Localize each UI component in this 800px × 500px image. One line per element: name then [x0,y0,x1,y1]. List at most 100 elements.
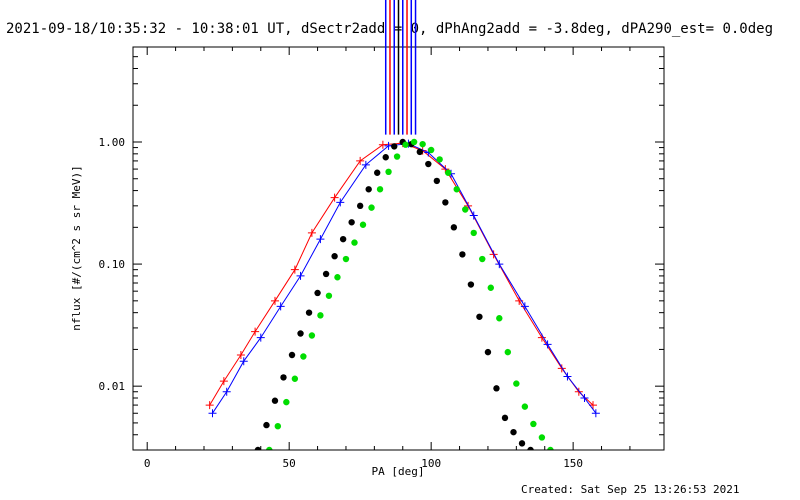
fit-point [538,434,546,441]
data-point [356,156,365,165]
fit-point [322,270,330,278]
data-point [222,387,231,396]
y-tick-label: 0.01 [99,380,126,393]
fit-point [442,199,449,206]
fit-point [476,313,483,320]
fit-point [433,177,441,185]
data-point [307,228,316,237]
fit-point [462,206,469,213]
created-timestamp: Created: Sat Sep 25 13:26:53 2021 [521,483,740,496]
fit-point [393,153,401,160]
y-tick-label: 0.10 [99,258,126,271]
data-point [580,393,589,402]
data-point [591,409,600,418]
data-point [296,271,305,280]
data-point [520,302,529,311]
data-point [574,387,583,396]
fit-point [385,168,392,176]
series-line [209,142,594,406]
fit-point [436,156,443,163]
fit-point [459,251,466,258]
fit-point [425,160,432,168]
data-point [489,250,498,259]
data-point [239,357,248,366]
fit-point [419,140,426,148]
series-0 [205,139,598,410]
fit-point [376,186,384,193]
fit-point [547,446,554,450]
data-point [219,377,228,386]
data-point [469,211,478,220]
data-point [330,193,339,202]
fit-point [493,385,500,392]
fit-point [317,312,324,319]
data-point [378,140,387,149]
data-point [316,235,325,244]
series-2 [254,138,534,450]
fit-point [513,380,520,387]
y-axis: 0.01 0.10 1.00 [99,46,664,451]
fit-point [271,397,279,404]
data-point [557,364,566,373]
fit-point [470,229,477,237]
fit-point [484,348,492,356]
fit-point [402,141,409,148]
fit-point [374,169,381,176]
data-point [208,409,217,418]
fit-point [391,143,398,150]
data-point [543,340,552,349]
fit-point [487,284,494,291]
fit-point [308,332,316,339]
data-point [251,327,260,336]
fit-point [416,148,423,156]
fit-point [348,219,355,226]
x-tick-label: 0 [144,457,151,470]
fit-point [288,351,296,359]
fit-point [496,315,503,322]
fit-point [521,403,529,410]
series-1 [208,139,600,418]
data-point [495,260,504,269]
data-point [290,265,299,274]
fit-point [305,309,313,316]
fit-point [325,292,333,299]
fit-point [359,221,367,228]
fit-point [280,374,287,381]
fit-point [527,446,534,450]
fit-point [291,375,299,382]
fit-point [314,289,321,297]
fit-point [410,138,418,146]
x-axis: 0 50 100 150 [144,47,631,470]
fit-point [342,255,350,263]
fit-point [365,186,372,193]
series-3 [266,138,554,450]
data-point [256,333,265,342]
fit-point [351,239,358,246]
plot-area [205,138,600,450]
data-point [276,302,285,311]
x-axis-label: PA [deg] [372,465,425,478]
fit-point [450,224,458,231]
fit-point [283,398,290,406]
x-tick-label: 150 [563,457,583,470]
fit-point [453,186,460,193]
fit-point [356,202,364,210]
data-point [205,401,214,410]
fit-point [427,146,435,154]
data-point [270,296,279,305]
x-tick-label: 100 [421,457,441,470]
fit-point [331,253,338,260]
fit-point [510,428,517,436]
x-tick-label: 50 [283,457,296,470]
fit-point [274,422,282,430]
y-tick-label: 1.00 [99,136,126,149]
fit-point [518,440,526,447]
fit-point [479,255,486,263]
fit-point [254,446,262,450]
series-line [212,143,597,414]
fit-point [504,348,512,356]
data-point [563,372,572,381]
y-axis-label: nflux [#/(cm^2 s sr MeV)] [70,165,83,331]
fit-point [334,274,341,281]
